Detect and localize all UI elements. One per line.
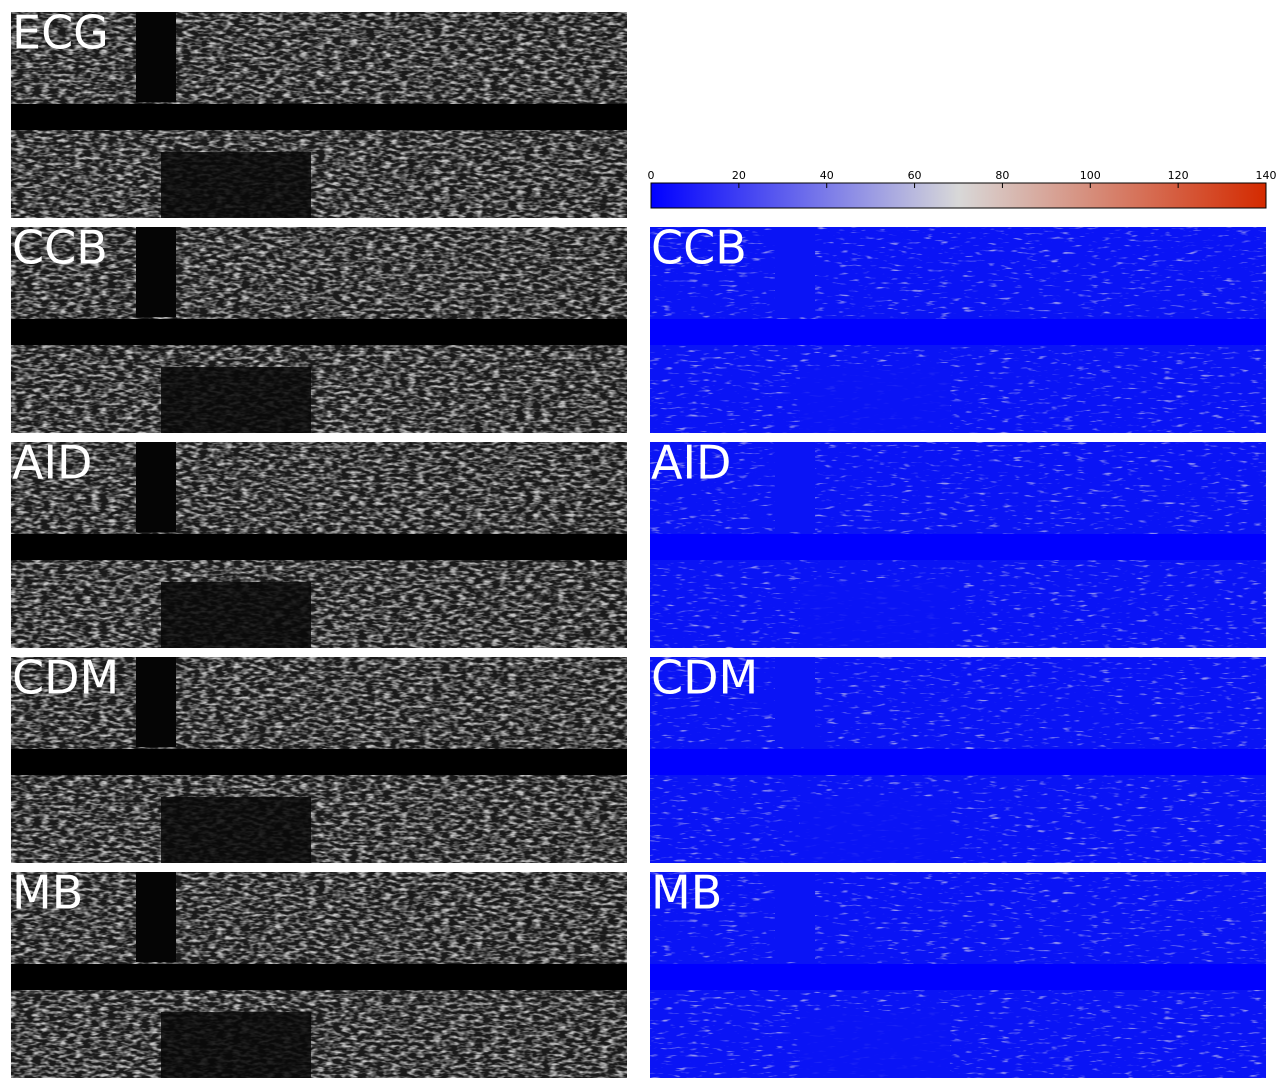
shadow (136, 657, 176, 747)
shadow (800, 797, 950, 863)
colorbar-tick-label: 60 (908, 169, 922, 182)
colorbar-tick-label: 120 (1168, 169, 1189, 182)
colorbar-tick-label: 80 (995, 169, 1009, 182)
shadow (775, 227, 815, 317)
gap-band (11, 534, 627, 560)
shadow (800, 582, 950, 648)
panel-label: AID (651, 435, 731, 489)
panel-label: CCB (651, 220, 747, 274)
gap-band (650, 964, 1266, 990)
panel-label: MB (651, 865, 722, 919)
panel-label: MB (12, 865, 83, 919)
ultrasound-panel: AID (11, 435, 627, 648)
gap-band (11, 749, 627, 775)
error-map-panel: CDM (650, 650, 1266, 863)
shadow (161, 367, 311, 433)
shadow (161, 582, 311, 648)
gap-band (11, 319, 627, 345)
figure: ECG CCB AID CDM MB CCB AID CDM MB 0 20 40 60 80 100 120… (0, 0, 1276, 1078)
shadow (136, 12, 176, 102)
panel-label: CDM (12, 650, 119, 704)
shadow (136, 442, 176, 532)
shadow (775, 442, 815, 532)
shadow (161, 1012, 311, 1078)
shadow (775, 657, 815, 747)
panel-label: ECG (12, 5, 109, 59)
gap-band (11, 104, 627, 130)
colorbar-tick-label: 100 (1080, 169, 1101, 182)
colorbar-tick-label: 40 (820, 169, 834, 182)
error-map-panel: MB (650, 865, 1266, 1078)
gap-band (11, 964, 627, 990)
shadow (161, 797, 311, 863)
error-map-panel: AID (650, 435, 1266, 648)
gap-band (650, 534, 1266, 560)
panel-label: CCB (12, 220, 108, 274)
colorbar-tick-label: 140 (1256, 169, 1276, 182)
shadow (800, 1012, 950, 1078)
panel-label: CDM (651, 650, 758, 704)
ultrasound-panel: ECG (11, 5, 627, 218)
ultrasound-panel: CDM (11, 650, 627, 863)
shadow (800, 367, 950, 433)
gap-band (650, 319, 1266, 345)
error-map-panel: CCB (650, 220, 1266, 433)
shadow (136, 227, 176, 317)
colorbar-tick-label: 0 (648, 169, 655, 182)
colorbar-tick-label: 20 (732, 169, 746, 182)
shadow (775, 872, 815, 962)
ultrasound-panel: CCB (11, 220, 627, 433)
colorbar (651, 183, 1266, 208)
shadow (136, 872, 176, 962)
ultrasound-panel: MB (11, 865, 627, 1078)
gap-band (650, 749, 1266, 775)
panel-label: AID (12, 435, 92, 489)
shadow (161, 152, 311, 218)
